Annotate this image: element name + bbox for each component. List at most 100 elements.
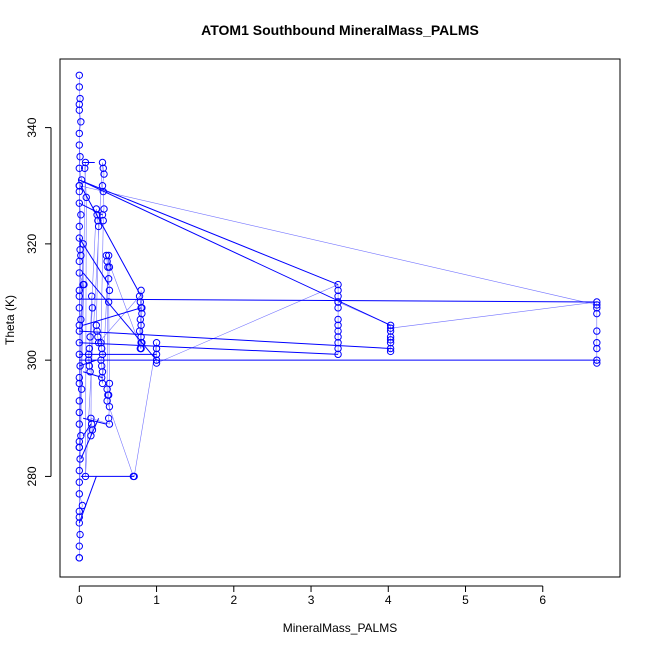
series-connector	[82, 423, 92, 437]
y-tick-label: 320	[25, 234, 39, 254]
data-point	[100, 170, 108, 178]
data-point	[334, 298, 342, 306]
data-point	[77, 211, 85, 219]
data-point	[152, 356, 161, 364]
data-point	[334, 327, 342, 335]
data-point	[334, 350, 342, 359]
data-point	[104, 263, 112, 271]
data-point	[386, 344, 395, 353]
data-point	[75, 164, 84, 172]
data-point	[334, 315, 342, 324]
data-point	[76, 362, 84, 370]
data-point	[99, 164, 107, 172]
data-point	[94, 339, 103, 347]
data-point	[94, 222, 103, 231]
data-point	[137, 333, 145, 341]
data-point	[593, 344, 601, 353]
series-connector	[80, 185, 142, 297]
data-point	[97, 339, 105, 347]
data-point	[81, 472, 90, 481]
data-point	[386, 339, 395, 347]
data-point	[593, 339, 601, 347]
chart-title: ATOM1 Southbound MineralMass_PALMS	[201, 22, 479, 38]
series-connector	[79, 202, 103, 216]
data-point	[77, 118, 85, 126]
data-point	[84, 350, 93, 359]
data-point	[75, 141, 84, 149]
data-point	[98, 182, 107, 190]
data-point	[75, 129, 84, 138]
x-tick-label: 5	[462, 593, 469, 607]
data-point	[98, 368, 107, 376]
data-point	[75, 187, 84, 196]
x-tick-label: 2	[230, 593, 237, 607]
series-connector	[83, 371, 103, 379]
data-point	[98, 362, 106, 370]
data-point	[75, 286, 84, 295]
data-point	[78, 501, 87, 510]
data-point	[99, 187, 107, 196]
data-point	[75, 490, 84, 498]
data-point	[97, 356, 105, 364]
data-point	[80, 280, 88, 289]
data-point	[102, 251, 111, 260]
data-point	[75, 199, 84, 207]
data-point	[87, 420, 96, 428]
plot-frame	[59, 58, 621, 578]
data-point	[85, 362, 94, 370]
data-point	[86, 333, 94, 341]
data-point	[93, 211, 101, 219]
data-point	[75, 437, 84, 446]
data-point	[76, 455, 84, 463]
data-point	[75, 106, 84, 114]
y-tick-label: 280	[25, 466, 39, 486]
data-point	[593, 301, 601, 309]
data-point	[137, 339, 145, 347]
data-point	[85, 344, 94, 353]
data-point	[334, 339, 342, 347]
data-point	[593, 309, 601, 318]
data-point	[334, 286, 342, 295]
data-point	[75, 100, 84, 109]
data-point	[84, 356, 93, 364]
data-point	[87, 414, 95, 422]
data-point	[104, 391, 112, 399]
data-point	[386, 321, 395, 329]
data-point	[386, 324, 395, 332]
data-point	[136, 315, 145, 324]
data-point	[152, 359, 161, 367]
data-point	[75, 321, 84, 329]
data-point	[87, 432, 95, 440]
data-point	[138, 304, 146, 312]
x-tick-label: 4	[385, 593, 392, 607]
data-point	[130, 472, 138, 481]
data-point	[76, 152, 84, 161]
data-point	[92, 321, 101, 329]
data-point	[75, 397, 84, 405]
data-point	[77, 251, 85, 260]
data-point	[75, 507, 84, 516]
data-point	[75, 83, 84, 91]
data-point	[92, 205, 101, 213]
series-connector	[83, 417, 107, 425]
data-point	[152, 350, 161, 359]
x-tick-label: 1	[153, 593, 160, 607]
data-point	[76, 245, 84, 254]
data-point	[75, 350, 84, 359]
data-point	[81, 158, 90, 167]
data-point	[98, 344, 106, 353]
data-point	[75, 71, 84, 79]
series-connector	[79, 179, 391, 326]
data-point	[593, 327, 601, 335]
data-point	[104, 275, 113, 283]
data-point	[75, 443, 84, 452]
y-axis-label: Theta (K)	[3, 295, 17, 345]
data-point	[82, 193, 90, 202]
data-point	[75, 408, 84, 417]
data-point	[99, 216, 107, 225]
series-connector	[83, 307, 142, 326]
data-point	[75, 373, 84, 382]
data-point	[98, 158, 107, 167]
data-point	[75, 182, 84, 190]
